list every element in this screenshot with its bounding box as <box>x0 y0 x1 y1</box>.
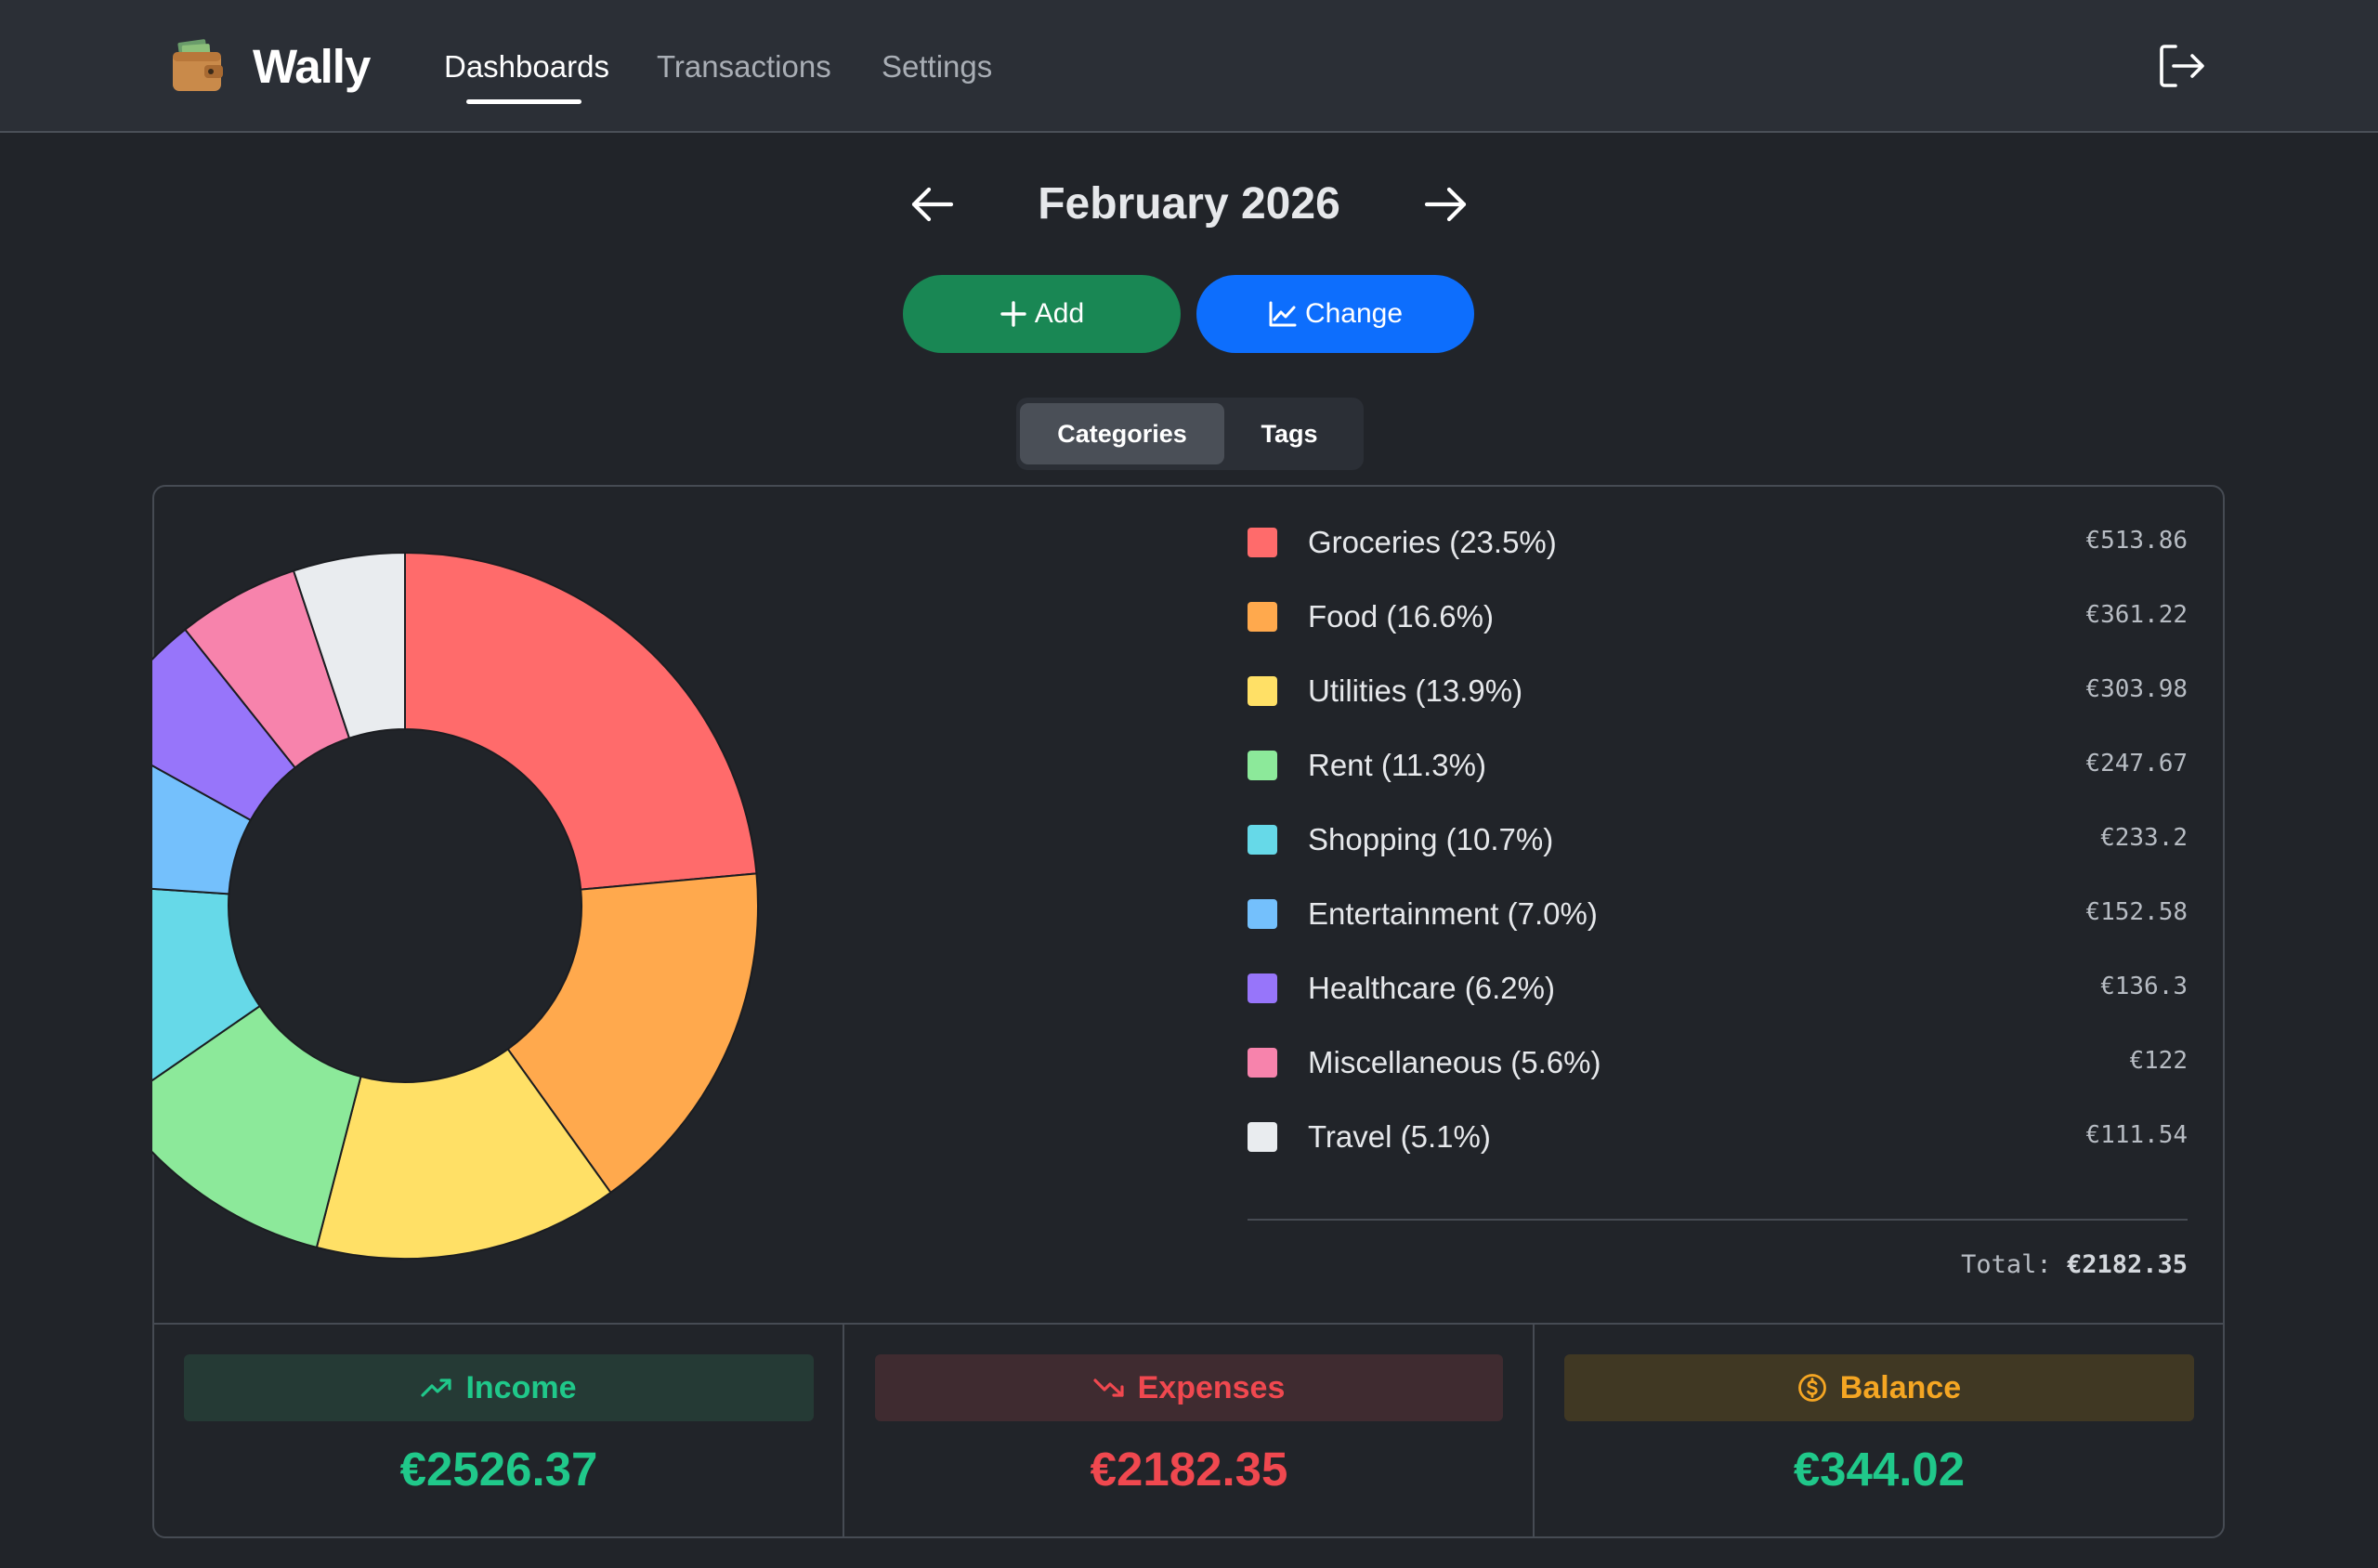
legend-amount: €513.86 <box>2085 527 2188 555</box>
income-label: Income <box>465 1369 577 1405</box>
legend-divider <box>1248 1219 2188 1221</box>
legend-item[interactable]: Food (16.6%) €361.22 <box>1248 593 2188 667</box>
legend-label: Entertainment (7.0%) <box>1308 896 1598 931</box>
legend-amount: €136.3 <box>2100 973 2188 1000</box>
nav-dashboards[interactable]: Dashboards <box>444 49 609 84</box>
legend-item[interactable]: Groceries (23.5%) €513.86 <box>1248 518 2188 593</box>
total-label: Total: <box>1961 1250 2052 1279</box>
donut-slice-rent[interactable] <box>152 1004 362 1249</box>
legend-item[interactable]: Miscellaneous (5.6%) €122 <box>1248 1039 2188 1113</box>
top-navbar: Wally Dashboards Transactions Settings <box>0 0 2378 133</box>
legend-swatch <box>1248 825 1277 855</box>
legend-item[interactable]: Entertainment (7.0%) €152.58 <box>1248 890 2188 964</box>
legend-item[interactable]: Shopping (10.7%) €233.2 <box>1248 816 2188 890</box>
category-legend: Groceries (23.5%) €513.86 Food (16.6%) €361… <box>1248 518 2188 1187</box>
category-donut-chart <box>152 485 1174 1321</box>
donut-slice-shopping[interactable] <box>152 882 262 1106</box>
legend-item[interactable]: Travel (5.1%) €111.54 <box>1248 1113 2188 1187</box>
change-button[interactable]: Change <box>1196 275 1474 353</box>
donut-slice-groceries[interactable] <box>404 551 758 891</box>
trending-up-icon <box>421 1379 452 1397</box>
legend-swatch <box>1248 1048 1277 1078</box>
legend-amount: €122 <box>2129 1047 2188 1075</box>
income-header: Income <box>184 1354 814 1421</box>
tab-categories[interactable]: Categories <box>1020 403 1224 464</box>
expenses-header: Expenses <box>875 1354 1503 1421</box>
legend-swatch <box>1248 899 1277 929</box>
dollar-coin-icon <box>1797 1374 1826 1402</box>
change-button-label: Change <box>1304 298 1404 329</box>
brand-name: Wally <box>253 39 371 93</box>
legend-swatch <box>1248 973 1277 1003</box>
income-value: €2526.37 <box>399 1443 598 1496</box>
expenses-label: Expenses <box>1137 1369 1286 1405</box>
donut-slice-utilities[interactable] <box>315 1048 612 1260</box>
donut-slice-entertainment[interactable] <box>152 735 253 895</box>
legend-label: Travel (5.1%) <box>1308 1119 1491 1154</box>
legend-swatch <box>1248 1122 1277 1152</box>
legend-swatch <box>1248 751 1277 780</box>
donut-slice-travel[interactable] <box>292 551 406 739</box>
legend-label: Utilities (13.9%) <box>1308 673 1523 708</box>
total-value: €2182.35 <box>2066 1250 2188 1279</box>
tab-tags[interactable]: Tags <box>1261 420 1318 448</box>
donut-chart-svg <box>152 551 759 1260</box>
legend-swatch <box>1248 676 1277 706</box>
legend-label: Healthcare (6.2%) <box>1308 971 1555 1005</box>
legend-label: Groceries (23.5%) <box>1308 525 1557 559</box>
active-nav-indicator <box>466 99 581 104</box>
brand[interactable]: Wally <box>169 35 371 97</box>
add-button[interactable]: Add <box>903 275 1181 353</box>
expenses-value: €2182.35 <box>1090 1443 1288 1496</box>
balance-value: €344.02 <box>1793 1443 1966 1496</box>
legend-item[interactable]: Healthcare (6.2%) €136.3 <box>1248 964 2188 1039</box>
total-line: Total: €2182.35 <box>1961 1250 2188 1279</box>
legend-amount: €361.22 <box>2085 601 2188 629</box>
arrow-right-icon[interactable] <box>1421 182 1470 227</box>
legend-label: Rent (11.3%) <box>1308 748 1486 782</box>
summary-divider <box>154 1323 2223 1325</box>
legend-amount: €233.2 <box>2100 824 2188 852</box>
logout-icon[interactable] <box>2157 41 2207 91</box>
legend-swatch <box>1248 528 1277 557</box>
period-title: February 2026 <box>1038 179 1340 229</box>
legend-label: Miscellaneous (5.6%) <box>1308 1045 1601 1079</box>
balance-header: Balance <box>1564 1354 2194 1421</box>
nav-settings[interactable]: Settings <box>882 49 993 84</box>
legend-amount: €247.67 <box>2085 750 2188 777</box>
balance-label: Balance <box>1839 1369 1962 1405</box>
wallet-icon <box>173 39 223 91</box>
view-toggle: Categories Tags <box>1016 398 1364 470</box>
legend-swatch <box>1248 602 1277 632</box>
legend-amount: €152.58 <box>2085 898 2188 926</box>
plus-icon <box>1000 301 1026 327</box>
trending-down-icon <box>1093 1379 1124 1397</box>
legend-item[interactable]: Utilities (13.9%) €303.98 <box>1248 667 2188 741</box>
arrow-left-icon[interactable] <box>908 182 957 227</box>
legend-amount: €111.54 <box>2085 1121 2188 1149</box>
summary-separator <box>1533 1325 1535 1536</box>
line-chart-icon <box>1269 301 1297 327</box>
legend-label: Shopping (10.7%) <box>1308 822 1554 856</box>
add-button-label: Add <box>1034 298 1085 329</box>
nav-transactions[interactable]: Transactions <box>657 49 831 84</box>
legend-label: Food (16.6%) <box>1308 599 1494 634</box>
summary-separator <box>843 1325 844 1536</box>
legend-item[interactable]: Rent (11.3%) €247.67 <box>1248 741 2188 816</box>
donut-slice-food[interactable] <box>506 872 759 1195</box>
legend-amount: €303.98 <box>2085 675 2188 703</box>
